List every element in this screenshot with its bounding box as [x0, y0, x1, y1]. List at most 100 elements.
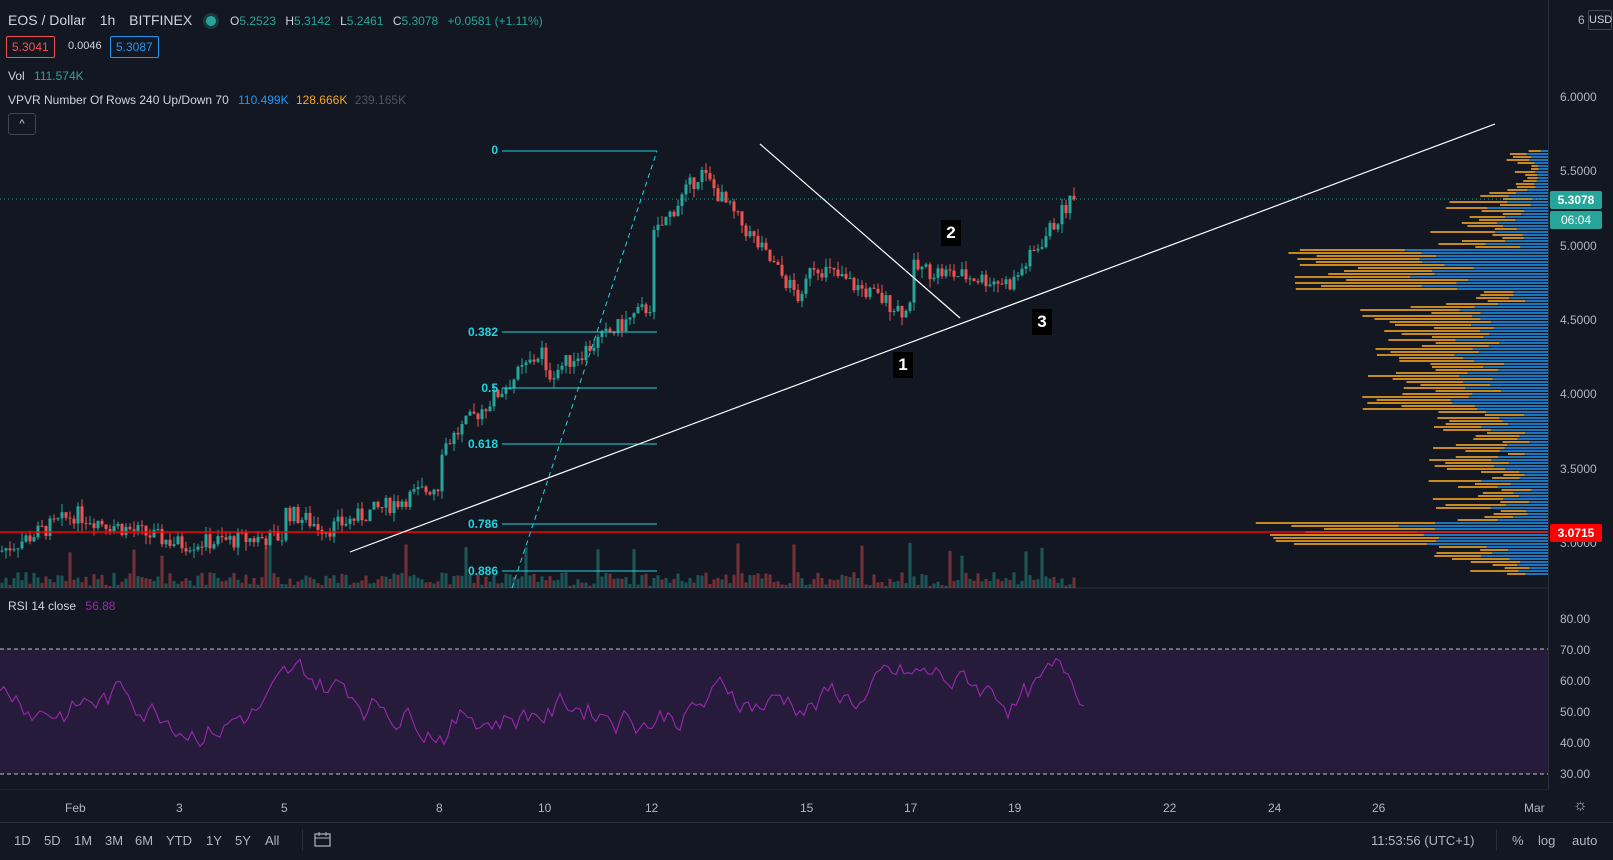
volume-bar	[1064, 585, 1068, 588]
volume-bar	[520, 576, 524, 588]
volume-bar	[948, 550, 952, 588]
candle-body	[936, 268, 940, 278]
candle-body	[964, 269, 968, 280]
symbol-name[interactable]: EOS / Dollar	[8, 12, 86, 28]
volume-bar	[756, 573, 760, 588]
volume-bar	[136, 576, 140, 588]
candle-body	[328, 532, 332, 537]
candle-body	[692, 177, 696, 189]
settings-gear-icon[interactable]: ☼	[1573, 797, 1588, 814]
candle-body	[996, 281, 1000, 284]
candle-body	[736, 211, 740, 213]
range-1d[interactable]: 1D	[14, 833, 31, 848]
range-5y[interactable]: 5Y	[235, 833, 251, 848]
time-tick: Mar	[1524, 801, 1545, 815]
candle-body	[972, 278, 976, 281]
fib-label-0: 0	[491, 143, 498, 157]
vp-row-down	[1502, 213, 1522, 215]
candle-body	[1040, 247, 1044, 249]
range-1m[interactable]: 1M	[74, 833, 93, 848]
log-toggle[interactable]: log	[1538, 833, 1556, 848]
volume-legend[interactable]: Vol 111.574K	[8, 69, 84, 83]
vp-row-up	[1520, 561, 1548, 563]
volume-bar	[500, 582, 504, 588]
candle-body	[200, 546, 204, 548]
range-6m[interactable]: 6M	[135, 833, 154, 848]
candle-body	[784, 275, 788, 289]
candle-body	[16, 548, 20, 550]
price-axis[interactable]	[1548, 0, 1613, 790]
vp-row-down	[1480, 294, 1514, 296]
auto-toggle[interactable]: auto	[1572, 833, 1598, 848]
descending-trendline	[759, 143, 961, 319]
range-ytd[interactable]: YTD	[166, 833, 192, 848]
volume-bar	[464, 547, 468, 588]
candle-body	[128, 526, 132, 530]
vp-row-down	[1288, 252, 1422, 254]
candle-body	[864, 288, 868, 297]
vp-row-down	[1502, 198, 1532, 200]
candle-body	[704, 169, 708, 174]
vp-row-up	[1439, 537, 1548, 539]
volume-bar	[872, 574, 876, 588]
vpvr-legend[interactable]: VPVR Number Of Rows 240 Up/Down 70 110.4…	[8, 93, 407, 107]
volume-bar	[936, 581, 940, 588]
volume-bar	[776, 581, 780, 588]
candle-body	[352, 518, 356, 521]
candle-body	[612, 332, 616, 334]
divider	[302, 829, 303, 851]
vp-row-down	[1523, 180, 1537, 182]
vp-row-down	[1392, 378, 1493, 380]
candle-body	[1028, 250, 1032, 267]
volume-bar	[368, 583, 372, 588]
divider	[1496, 829, 1497, 851]
vp-row-up	[1538, 168, 1548, 170]
vp-row-down	[1446, 468, 1506, 470]
candle-body	[316, 524, 320, 530]
vp-row-down	[1388, 339, 1456, 341]
volume-bar	[276, 577, 280, 588]
candle-body	[284, 507, 288, 541]
collapse-legend-button[interactable]: ^	[8, 113, 36, 135]
range-all[interactable]: All	[265, 833, 280, 848]
currency-label[interactable]: USD	[1588, 10, 1612, 30]
rsi-legend[interactable]: RSI 14 close 56.88	[8, 599, 116, 613]
annotation-3[interactable]: 3	[1032, 309, 1052, 335]
vp-row-down	[1445, 504, 1507, 506]
vp-row-up	[1515, 219, 1548, 221]
vp-row-down	[1436, 552, 1493, 554]
vp-row-up	[1513, 492, 1548, 494]
candle-body	[260, 536, 264, 539]
candle-body	[1072, 195, 1076, 200]
volume-bar	[468, 574, 472, 588]
candle-body	[1008, 279, 1012, 290]
sell-button[interactable]: 5.3041	[6, 36, 55, 58]
percent-toggle[interactable]: %	[1512, 833, 1524, 848]
interval[interactable]: 1h	[99, 12, 116, 28]
range-1y[interactable]: 1Y	[206, 833, 222, 848]
vp-row-up	[1455, 339, 1548, 341]
volume-bar	[928, 585, 932, 588]
buy-button[interactable]: 5.3087	[110, 36, 159, 58]
range-3m[interactable]: 3M	[105, 833, 124, 848]
annotation-2[interactable]: 2	[941, 220, 961, 246]
time-tick: 10	[538, 801, 552, 815]
clock[interactable]: 11:53:56 (UTC+1)	[1371, 833, 1475, 848]
vp-row-down	[1297, 258, 1420, 260]
vp-row-up	[1472, 315, 1548, 317]
volume-bar	[848, 577, 852, 588]
candle-body	[924, 264, 928, 267]
candle-body	[780, 264, 784, 276]
chart-header: EOS / Dollar 1h BITFINEX O5.2523 H5.3142…	[8, 12, 543, 28]
annotation-1[interactable]: 1	[893, 352, 913, 378]
volume-bar	[232, 573, 236, 588]
date-range-icon[interactable]	[314, 832, 332, 848]
candle-body	[684, 184, 688, 195]
vp-row-up	[1508, 462, 1548, 464]
candle-body	[1012, 276, 1016, 290]
volume-bar	[908, 542, 912, 588]
range-5d[interactable]: 5D	[44, 833, 61, 848]
vp-row-down	[1430, 231, 1496, 233]
candle-body	[232, 536, 236, 548]
price-chart[interactable]	[0, 0, 1548, 790]
